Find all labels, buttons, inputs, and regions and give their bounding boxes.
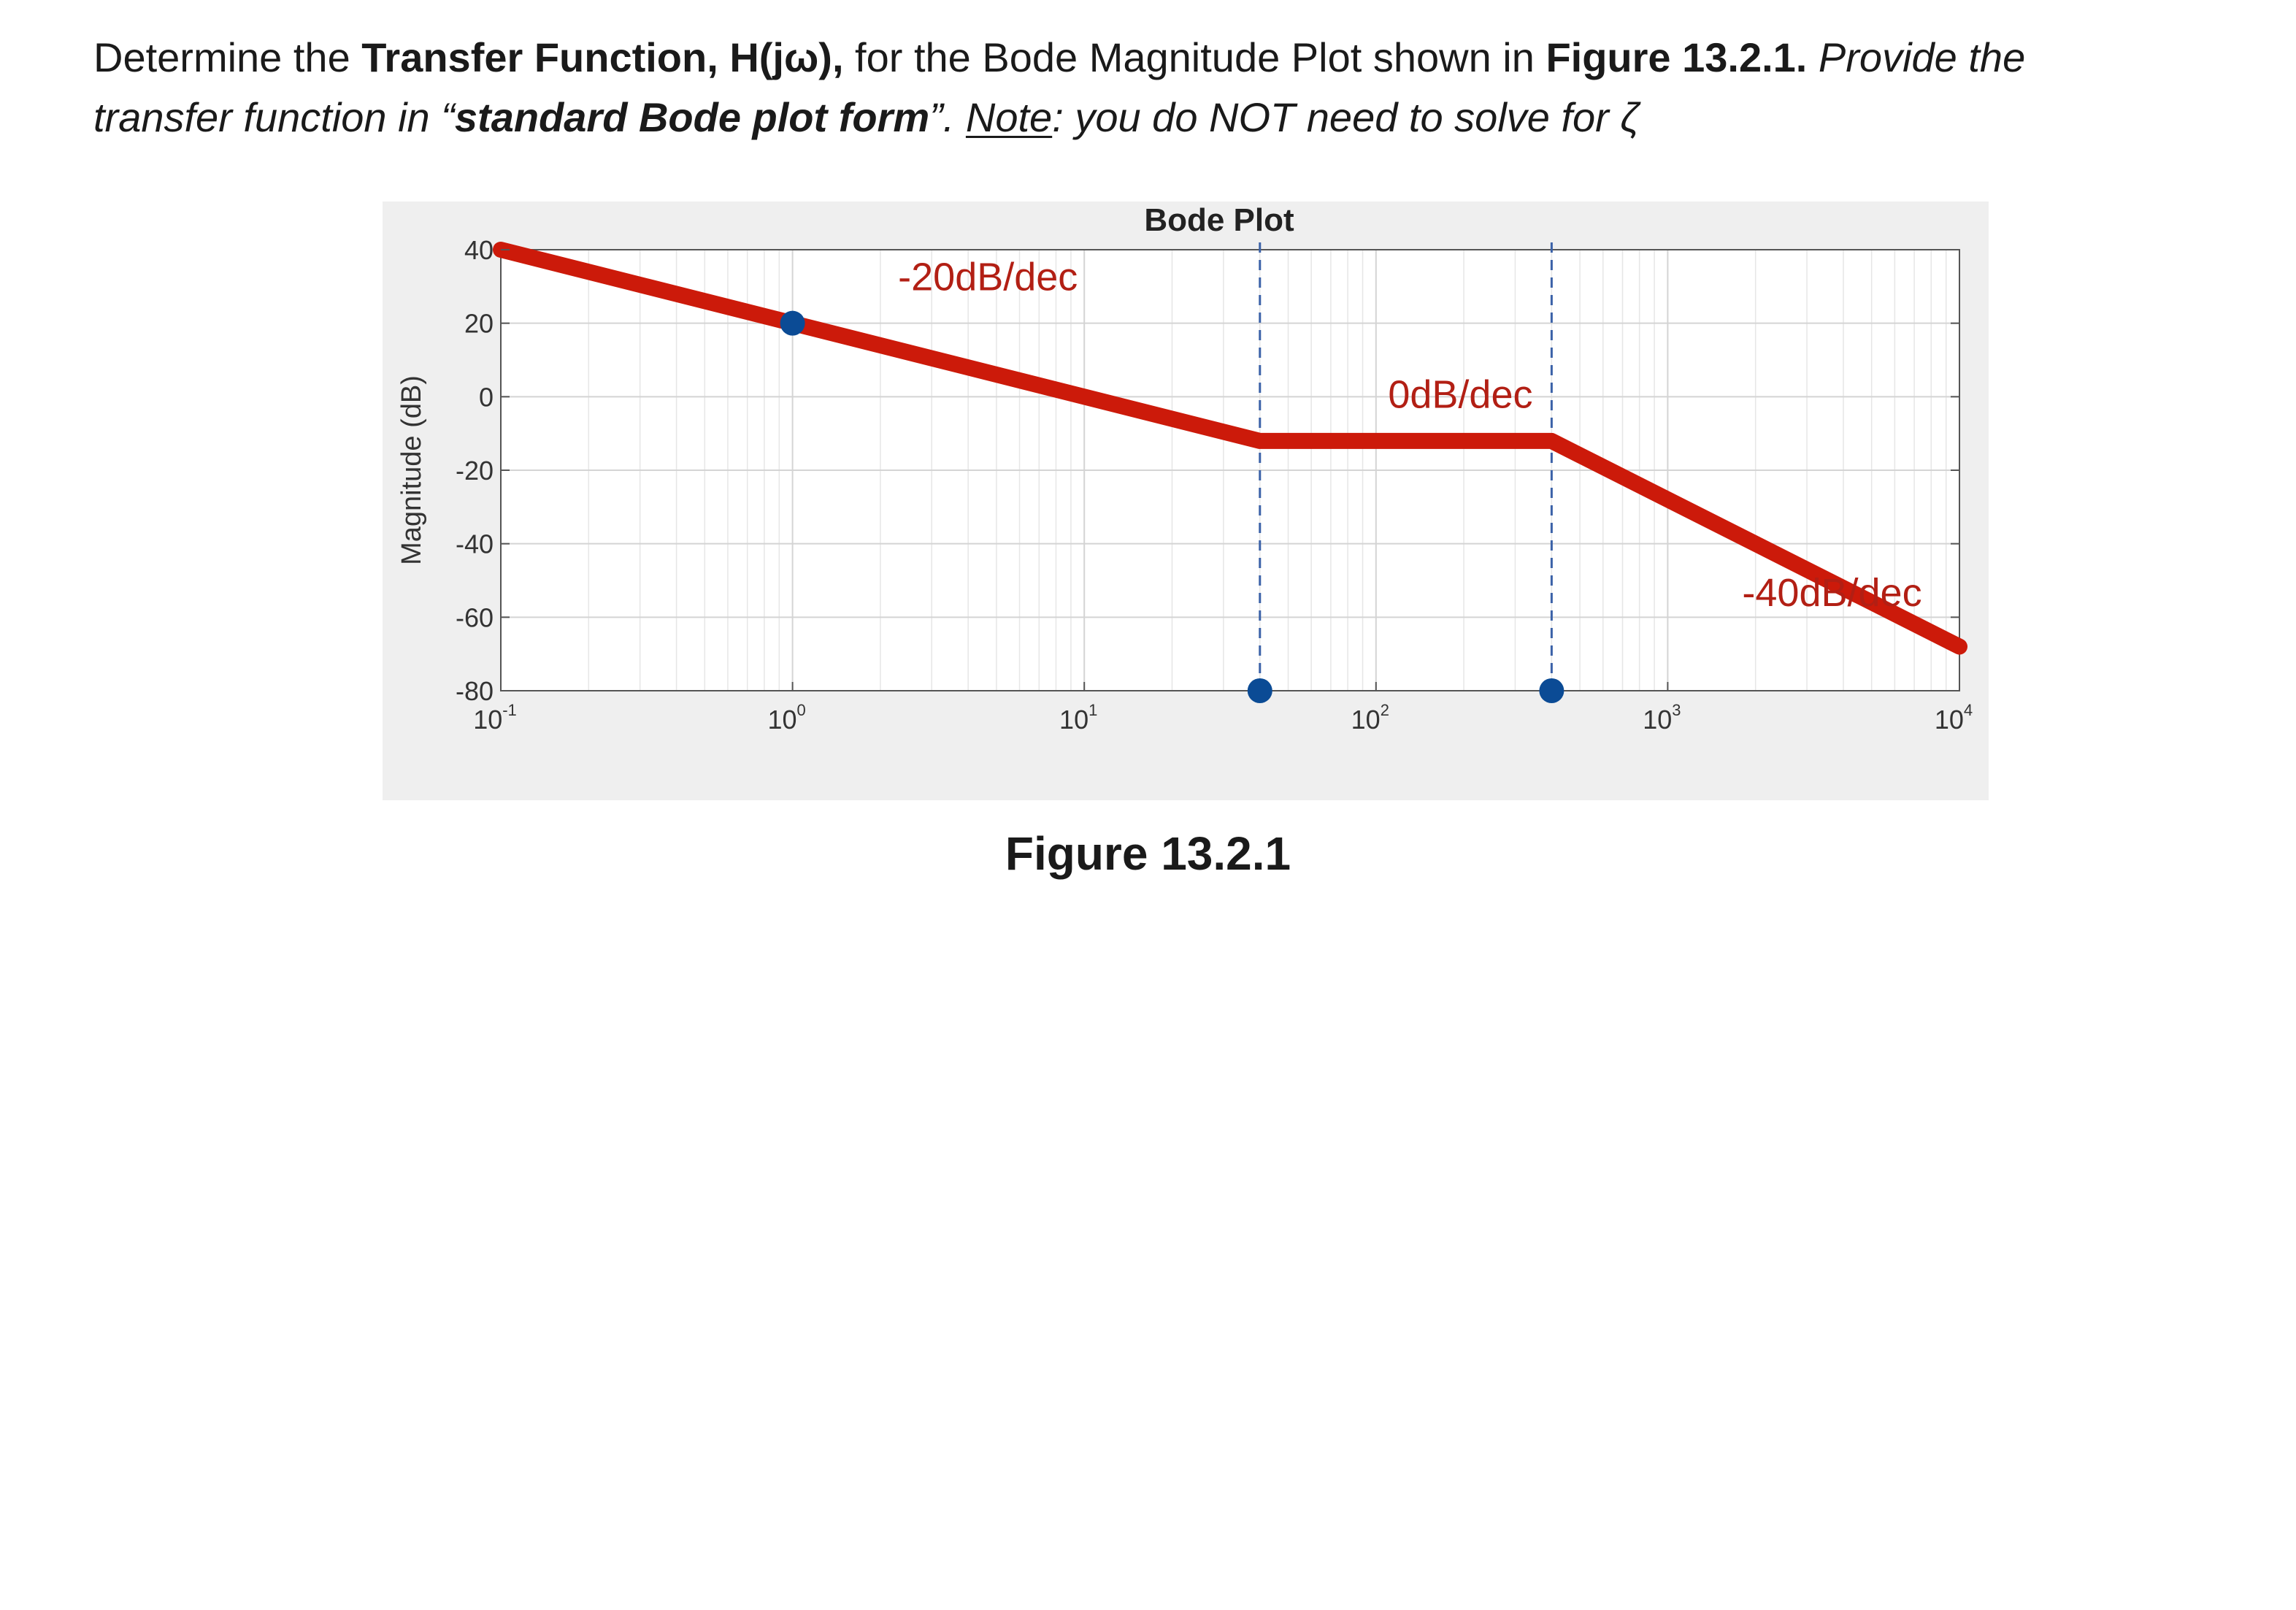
question-underlined-note: Note <box>965 94 1053 140</box>
series-layer <box>493 242 1967 655</box>
question-bold-transfer-function: Transfer Function, H(jω), <box>361 34 844 80</box>
x-tick-exponent: 2 <box>1381 701 1389 719</box>
x-tick-label: 104 <box>1935 701 1973 735</box>
question-italic-segment: ”. <box>929 94 966 140</box>
x-tick-label: 102 <box>1351 701 1389 735</box>
question-line-1: Determine the Transfer Function, H(jω), … <box>93 28 2254 88</box>
y-tick-label: 0 <box>479 382 494 412</box>
annotations-layer: -20dB/dec 0dB/dec -40dB/dec <box>898 255 1921 615</box>
question-text-segment: Determine the <box>93 34 362 80</box>
figure-caption: Figure 13.2.1 <box>1005 827 1291 880</box>
x-tick-label: 103 <box>1643 701 1681 735</box>
slope-annotation: -20dB/dec <box>898 255 1078 299</box>
x-tick-exponent: 4 <box>1964 701 1973 719</box>
x-tick-exponent: -1 <box>502 701 517 719</box>
chart-title: Bode Plot <box>1144 202 1294 238</box>
question-bold-figure-ref: Figure 13.2.1. <box>1546 34 1808 80</box>
x-tick-exponent: 1 <box>1089 701 1097 719</box>
x-tick-label: 10-1 <box>473 701 517 735</box>
slope-annotation: 0dB/dec <box>1388 372 1532 416</box>
data-point-marker <box>1539 678 1564 703</box>
markers-layer <box>780 310 1564 703</box>
x-axis-tick-labels: 10-1 100 101 102 103 104 <box>473 682 1973 735</box>
y-tick-label: -40 <box>456 529 494 559</box>
question-bold-italic-standard-form: standard Bode plot form <box>454 94 930 140</box>
y-tick-label: -60 <box>456 602 494 632</box>
x-tick-label: 101 <box>1059 701 1097 735</box>
magnitude-curve <box>493 242 1967 655</box>
vertical-guide-lines <box>1259 242 1553 691</box>
slope-annotation: -40dB/dec <box>1742 571 1921 615</box>
x-tick-label: 100 <box>767 701 805 735</box>
y-tick-label: -20 <box>456 456 494 486</box>
y-axis-label: Magnitude (dB) <box>396 375 427 565</box>
y-tick-label: 40 <box>464 235 494 265</box>
figure-13-2-1: -20dB/dec 0dB/dec -40dB/dec 40 20 0 -20 -40 -60… <box>383 202 1989 800</box>
question-text-segment: for the Bode Magnitude Plot shown in <box>843 34 1546 80</box>
y-tick-label: 20 <box>464 309 494 339</box>
x-tick-exponent: 0 <box>796 701 805 719</box>
question-italic-segment: Provide the <box>1807 34 2026 80</box>
data-point-marker <box>780 310 805 336</box>
question-italic-segment: transfer function in “ <box>93 94 455 140</box>
question-line-2: transfer function in “standard Bode plot… <box>93 88 2254 147</box>
y-axis-tick-labels: 40 20 0 -20 -40 -60 -80 <box>456 235 1959 706</box>
x-tick-exponent: 3 <box>1672 701 1681 719</box>
question-text: Determine the Transfer Function, H(jω), … <box>93 28 2254 147</box>
question-italic-segment: : you do NOT need to solve for ζ <box>1052 94 1640 140</box>
y-tick-label: -80 <box>456 676 494 706</box>
data-point-marker <box>1247 678 1272 703</box>
